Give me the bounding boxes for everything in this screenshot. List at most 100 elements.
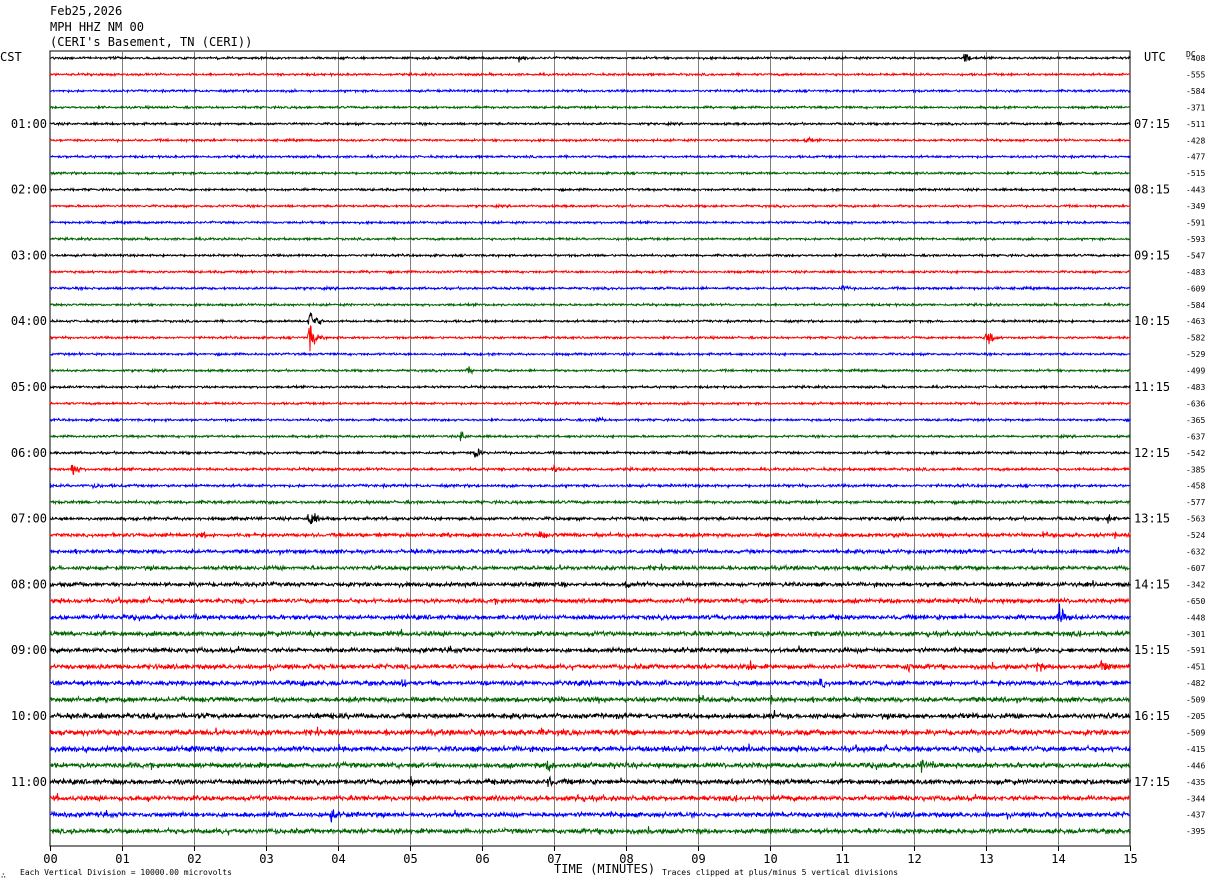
trace-row-20 — [49, 383, 1131, 391]
x-tick-label: 02 — [187, 852, 201, 866]
plot-frame — [49, 50, 1131, 847]
right-hour-label: 14:15 — [1134, 577, 1170, 591]
trace-row-10 — [49, 219, 1131, 226]
x-tick-label: 15 — [1123, 852, 1137, 866]
trace-row-37 — [49, 659, 1131, 674]
dc-offset-label: -511 — [1186, 120, 1205, 129]
right-hour-label: 10:15 — [1134, 314, 1170, 328]
dc-offset-label: -509 — [1186, 728, 1205, 737]
dc-offset-label: -349 — [1186, 202, 1205, 211]
trace-row-14 — [49, 284, 1131, 292]
dc-offset-label: -371 — [1186, 103, 1205, 112]
trace-row-6 — [49, 153, 1131, 160]
x-tick-label: 04 — [331, 852, 345, 866]
dc-offset-label: -205 — [1186, 712, 1205, 721]
dc-offset-label: -609 — [1186, 284, 1205, 293]
dc-offset-label: -437 — [1186, 811, 1205, 820]
dc-offset-label: -591 — [1186, 219, 1205, 228]
dc-offset-label: -385 — [1186, 465, 1205, 474]
dc-offset-label: -582 — [1186, 334, 1205, 343]
trace-row-21 — [49, 400, 1131, 407]
trace-row-45 — [49, 793, 1131, 803]
dc-offset-label: -584 — [1186, 301, 1205, 310]
dc-offset-label: -428 — [1186, 136, 1205, 145]
x-tick-label: 10 — [763, 852, 777, 866]
label-group: 01:00 07:15 02:00 08:15 03:00 09:15 04:00 10:15… — [0, 50, 1205, 880]
dc-offset-label: -483 — [1186, 383, 1205, 392]
left-hour-label: 05:00 — [11, 380, 47, 394]
dc-offset-label: -584 — [1186, 87, 1205, 96]
dc-offset-label: -650 — [1186, 597, 1205, 606]
x-tick-label: 05 — [403, 852, 417, 866]
dc-offset-label: -435 — [1186, 778, 1205, 787]
dc-offset-label: -395 — [1186, 827, 1205, 836]
x-tick-label: 03 — [259, 852, 273, 866]
x-tick-label: 12 — [907, 852, 921, 866]
trace-row-9 — [49, 202, 1131, 210]
date-label: Feb25,2026 — [50, 4, 123, 18]
trace-row-42 — [49, 743, 1131, 754]
trace-row-16 — [49, 312, 1131, 326]
scale-note: Each Vertical Division = 10000.00 microv… — [20, 868, 232, 877]
trace-row-8 — [49, 186, 1131, 193]
dc-offset-label: -451 — [1186, 663, 1205, 672]
dc-offset-label: -443 — [1186, 186, 1205, 195]
dc-offset-label: -636 — [1186, 399, 1205, 408]
left-hour-label: 03:00 — [11, 248, 47, 262]
trace-row-46 — [49, 809, 1131, 823]
right-hour-label: 15:15 — [1134, 643, 1170, 657]
x-tick-label: 09 — [691, 852, 705, 866]
dc-offset-label: -524 — [1186, 531, 1205, 540]
dc-offset-label: -415 — [1186, 745, 1205, 754]
x-tick-label: 14 — [1051, 852, 1065, 866]
trace-row-34 — [49, 603, 1131, 623]
dc-offset-label: -446 — [1186, 761, 1205, 770]
dc-offset-label: -591 — [1186, 646, 1205, 655]
right-hour-label: 11:15 — [1134, 380, 1170, 394]
trace-row-7 — [49, 169, 1131, 177]
dc-offset-label: -542 — [1186, 449, 1205, 458]
trace-row-33 — [49, 595, 1131, 606]
trace-row-28 — [49, 513, 1131, 525]
trace-row-12 — [49, 252, 1131, 259]
dc-offset-label: -482 — [1186, 679, 1205, 688]
location-label: (CERI's Basement, TN (CERI)) — [50, 35, 253, 49]
trace-row-3 — [49, 104, 1131, 111]
x-tick-label: 01 — [115, 852, 129, 866]
dc-offset-label: -344 — [1186, 794, 1205, 803]
right-hour-label: 09:15 — [1134, 248, 1170, 262]
trace-row-24 — [49, 448, 1131, 458]
trace-row-31 — [49, 563, 1131, 572]
dc-offset-label: -448 — [1186, 613, 1205, 622]
trace-row-4 — [49, 120, 1131, 128]
trace-row-0 — [49, 53, 1131, 63]
x-tick-label: 07 — [547, 852, 561, 866]
x-tick-label: 11 — [835, 852, 849, 866]
trace-row-44 — [49, 775, 1131, 788]
left-hour-label: 07:00 — [11, 512, 47, 526]
left-hour-label: 06:00 — [11, 446, 47, 460]
dc-offset-label: -555 — [1186, 70, 1205, 79]
trace-row-36 — [49, 645, 1131, 655]
left-hour-label: 11:00 — [11, 775, 47, 789]
trace-row-15 — [49, 301, 1131, 308]
dc-offset-label: -458 — [1186, 482, 1205, 491]
trace-row-25 — [49, 464, 1131, 475]
dc-offset-label: -365 — [1186, 416, 1205, 425]
trace-row-5 — [49, 135, 1131, 144]
right-hour-label: 13:15 — [1134, 512, 1170, 526]
trace-row-40 — [49, 710, 1131, 721]
x-tick-label: 06 — [475, 852, 489, 866]
trace-row-47 — [49, 826, 1131, 836]
right-hour-label: 16:15 — [1134, 709, 1170, 723]
trace-row-26 — [49, 482, 1131, 490]
trace-row-23 — [49, 431, 1131, 442]
right-hour-label: 17:15 — [1134, 775, 1170, 789]
left-hour-label: 01:00 — [11, 117, 47, 131]
trace-row-32 — [49, 580, 1131, 589]
dc-offset-label: -547 — [1186, 251, 1205, 260]
trace-row-11 — [50, 235, 1131, 242]
trace-row-38 — [49, 678, 1131, 688]
dc-offset-label: -632 — [1186, 548, 1205, 557]
